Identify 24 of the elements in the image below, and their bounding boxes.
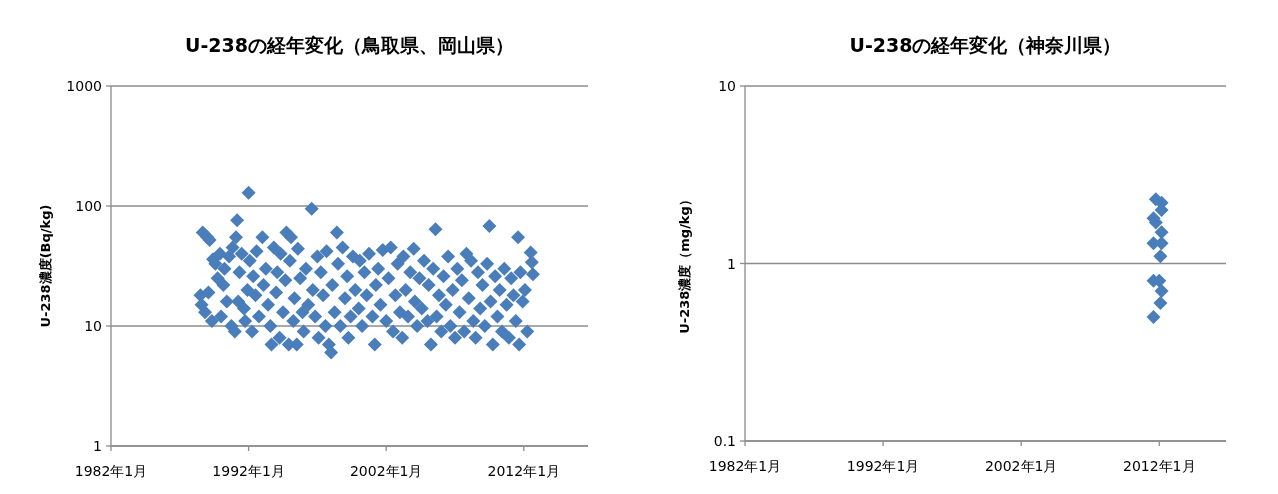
- point: [1154, 284, 1169, 298]
- chart-title: U-238の経年変化（鳥取県、岡山県）: [185, 34, 514, 56]
- y-axis-title: U-238濃度(Bq/kg): [38, 204, 53, 328]
- x-tick-label: 1982年1月: [74, 463, 148, 479]
- y-tick-label: 10: [84, 318, 102, 334]
- y-axis-title: U-238濃度（mg/kg）: [677, 193, 692, 334]
- x-tick-label: 1992年1月: [846, 458, 920, 474]
- y-tick-label: 1: [727, 255, 736, 272]
- y-tick-label: 1: [93, 438, 102, 454]
- point: [1146, 309, 1161, 324]
- x-tick-label: 1992年1月: [212, 463, 285, 479]
- y-tick-label: 1000: [66, 78, 102, 94]
- y-tick-label: 0.1: [713, 433, 736, 449]
- x-tick-label: 2002年1月: [984, 458, 1058, 474]
- x-tick-label: 2012年1月: [1122, 458, 1196, 474]
- x-tick-label: 1982年1月: [708, 458, 782, 474]
- x-tick-label: 2012年1月: [487, 463, 561, 479]
- point: [1154, 225, 1169, 240]
- y-tick-label: 100: [75, 198, 102, 214]
- point: [1153, 295, 1168, 310]
- chart-title: U-238の経年変化（神奈川県）: [849, 34, 1122, 56]
- x-tick-label: 2002年1月: [349, 463, 423, 479]
- point: [1153, 249, 1168, 264]
- y-tick-label: 10: [718, 78, 736, 94]
